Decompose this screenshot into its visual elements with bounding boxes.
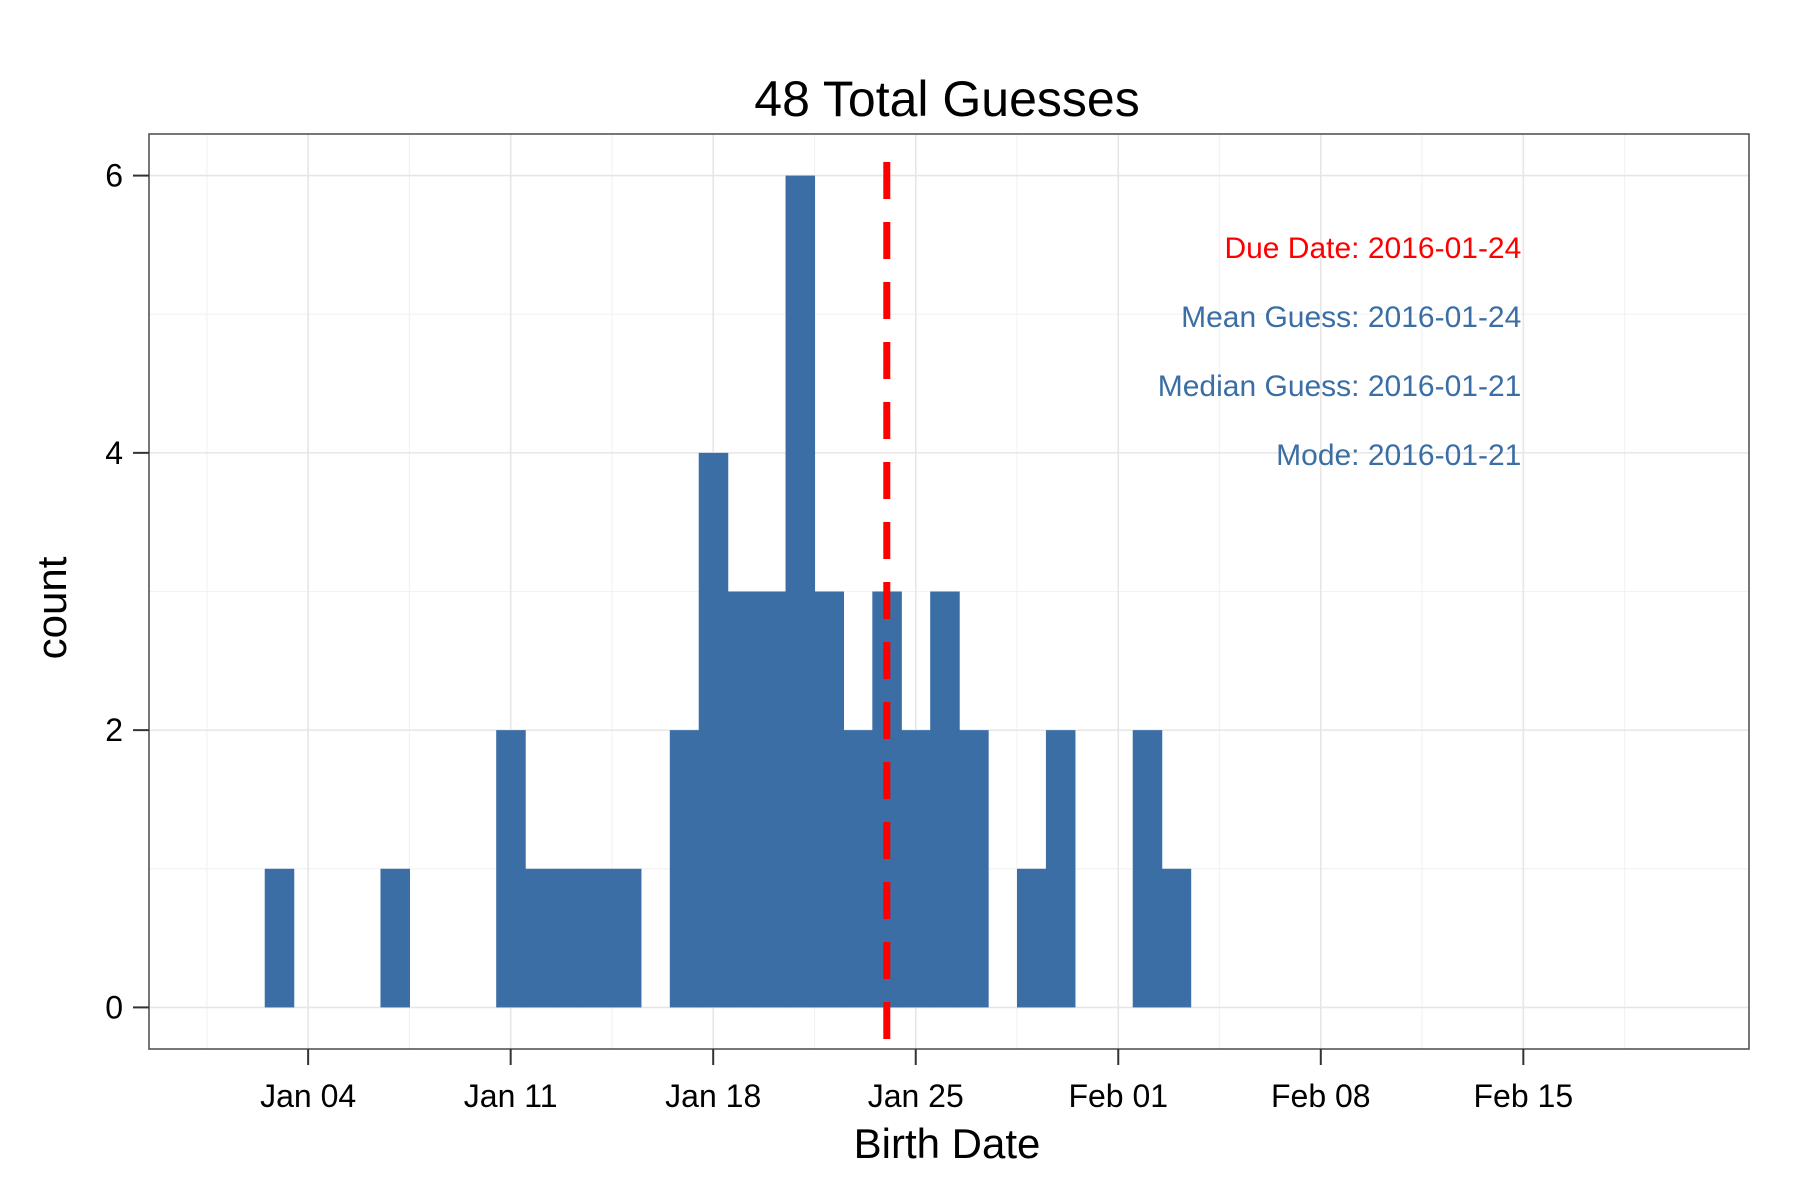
- x-tick-label: Feb 15: [1474, 1078, 1574, 1114]
- annotation-label: Mode: 2016-01-21: [1276, 439, 1521, 472]
- axes-layer: 0 2 4 6 Jan 04 Jan 11 Jan 18 Jan 25 Feb 01 Feb 08…: [105, 158, 1573, 1114]
- histogram-bar: [264, 868, 295, 1008]
- annotation-layer: Due Date: 2016-01-24 Mean Guess: 2016-01-…: [1158, 232, 1522, 472]
- histogram-bar: [554, 868, 584, 1008]
- histogram-bar: [930, 591, 960, 1008]
- histogram-bar: [959, 730, 989, 1008]
- y-tick-label: 2: [105, 712, 123, 748]
- histogram-bar: [1161, 868, 1192, 1008]
- y-axis-title: count: [28, 556, 75, 659]
- histogram-bar: [1132, 730, 1163, 1008]
- histogram-bar: [785, 175, 816, 1008]
- x-tick-label: Jan 25: [868, 1078, 964, 1114]
- annotation-label: Mean Guess: 2016-01-24: [1181, 301, 1521, 334]
- histogram-bar: [525, 868, 555, 1008]
- histogram-bar: [380, 868, 410, 1008]
- panel-border: [148, 133, 1750, 1050]
- histogram-bar: [814, 591, 844, 1008]
- x-tick-label: Feb 01: [1068, 1078, 1168, 1114]
- histogram-bar: [698, 452, 729, 1008]
- x-tick-label: Jan 04: [260, 1078, 356, 1114]
- y-tick-label: 0: [105, 989, 123, 1025]
- histogram-bar: [582, 868, 613, 1008]
- histogram-bar: [496, 730, 526, 1008]
- histogram-bar: [843, 730, 873, 1008]
- y-tick-label: 4: [105, 435, 123, 471]
- histogram-bar: [669, 730, 700, 1008]
- histogram-bar: [727, 591, 758, 1008]
- histogram-bar: [901, 730, 931, 1008]
- x-axis-title: Birth Date: [854, 1120, 1041, 1167]
- annotation-label: Median Guess: 2016-01-21: [1158, 370, 1522, 403]
- chart-title: 48 Total Guesses: [754, 71, 1139, 127]
- annotation-label: Due Date: 2016-01-24: [1224, 232, 1521, 265]
- histogram-bar: [1045, 730, 1076, 1008]
- x-tick-label: Jan 18: [665, 1078, 761, 1114]
- bars-layer: [264, 175, 1192, 1008]
- histogram-bar: [1016, 868, 1047, 1008]
- histogram-bar: [611, 868, 642, 1008]
- x-tick-label: Jan 11: [464, 1078, 558, 1114]
- histogram-bar: [756, 591, 787, 1008]
- y-tick-label: 6: [105, 158, 123, 194]
- x-tick-label: Feb 08: [1271, 1078, 1371, 1114]
